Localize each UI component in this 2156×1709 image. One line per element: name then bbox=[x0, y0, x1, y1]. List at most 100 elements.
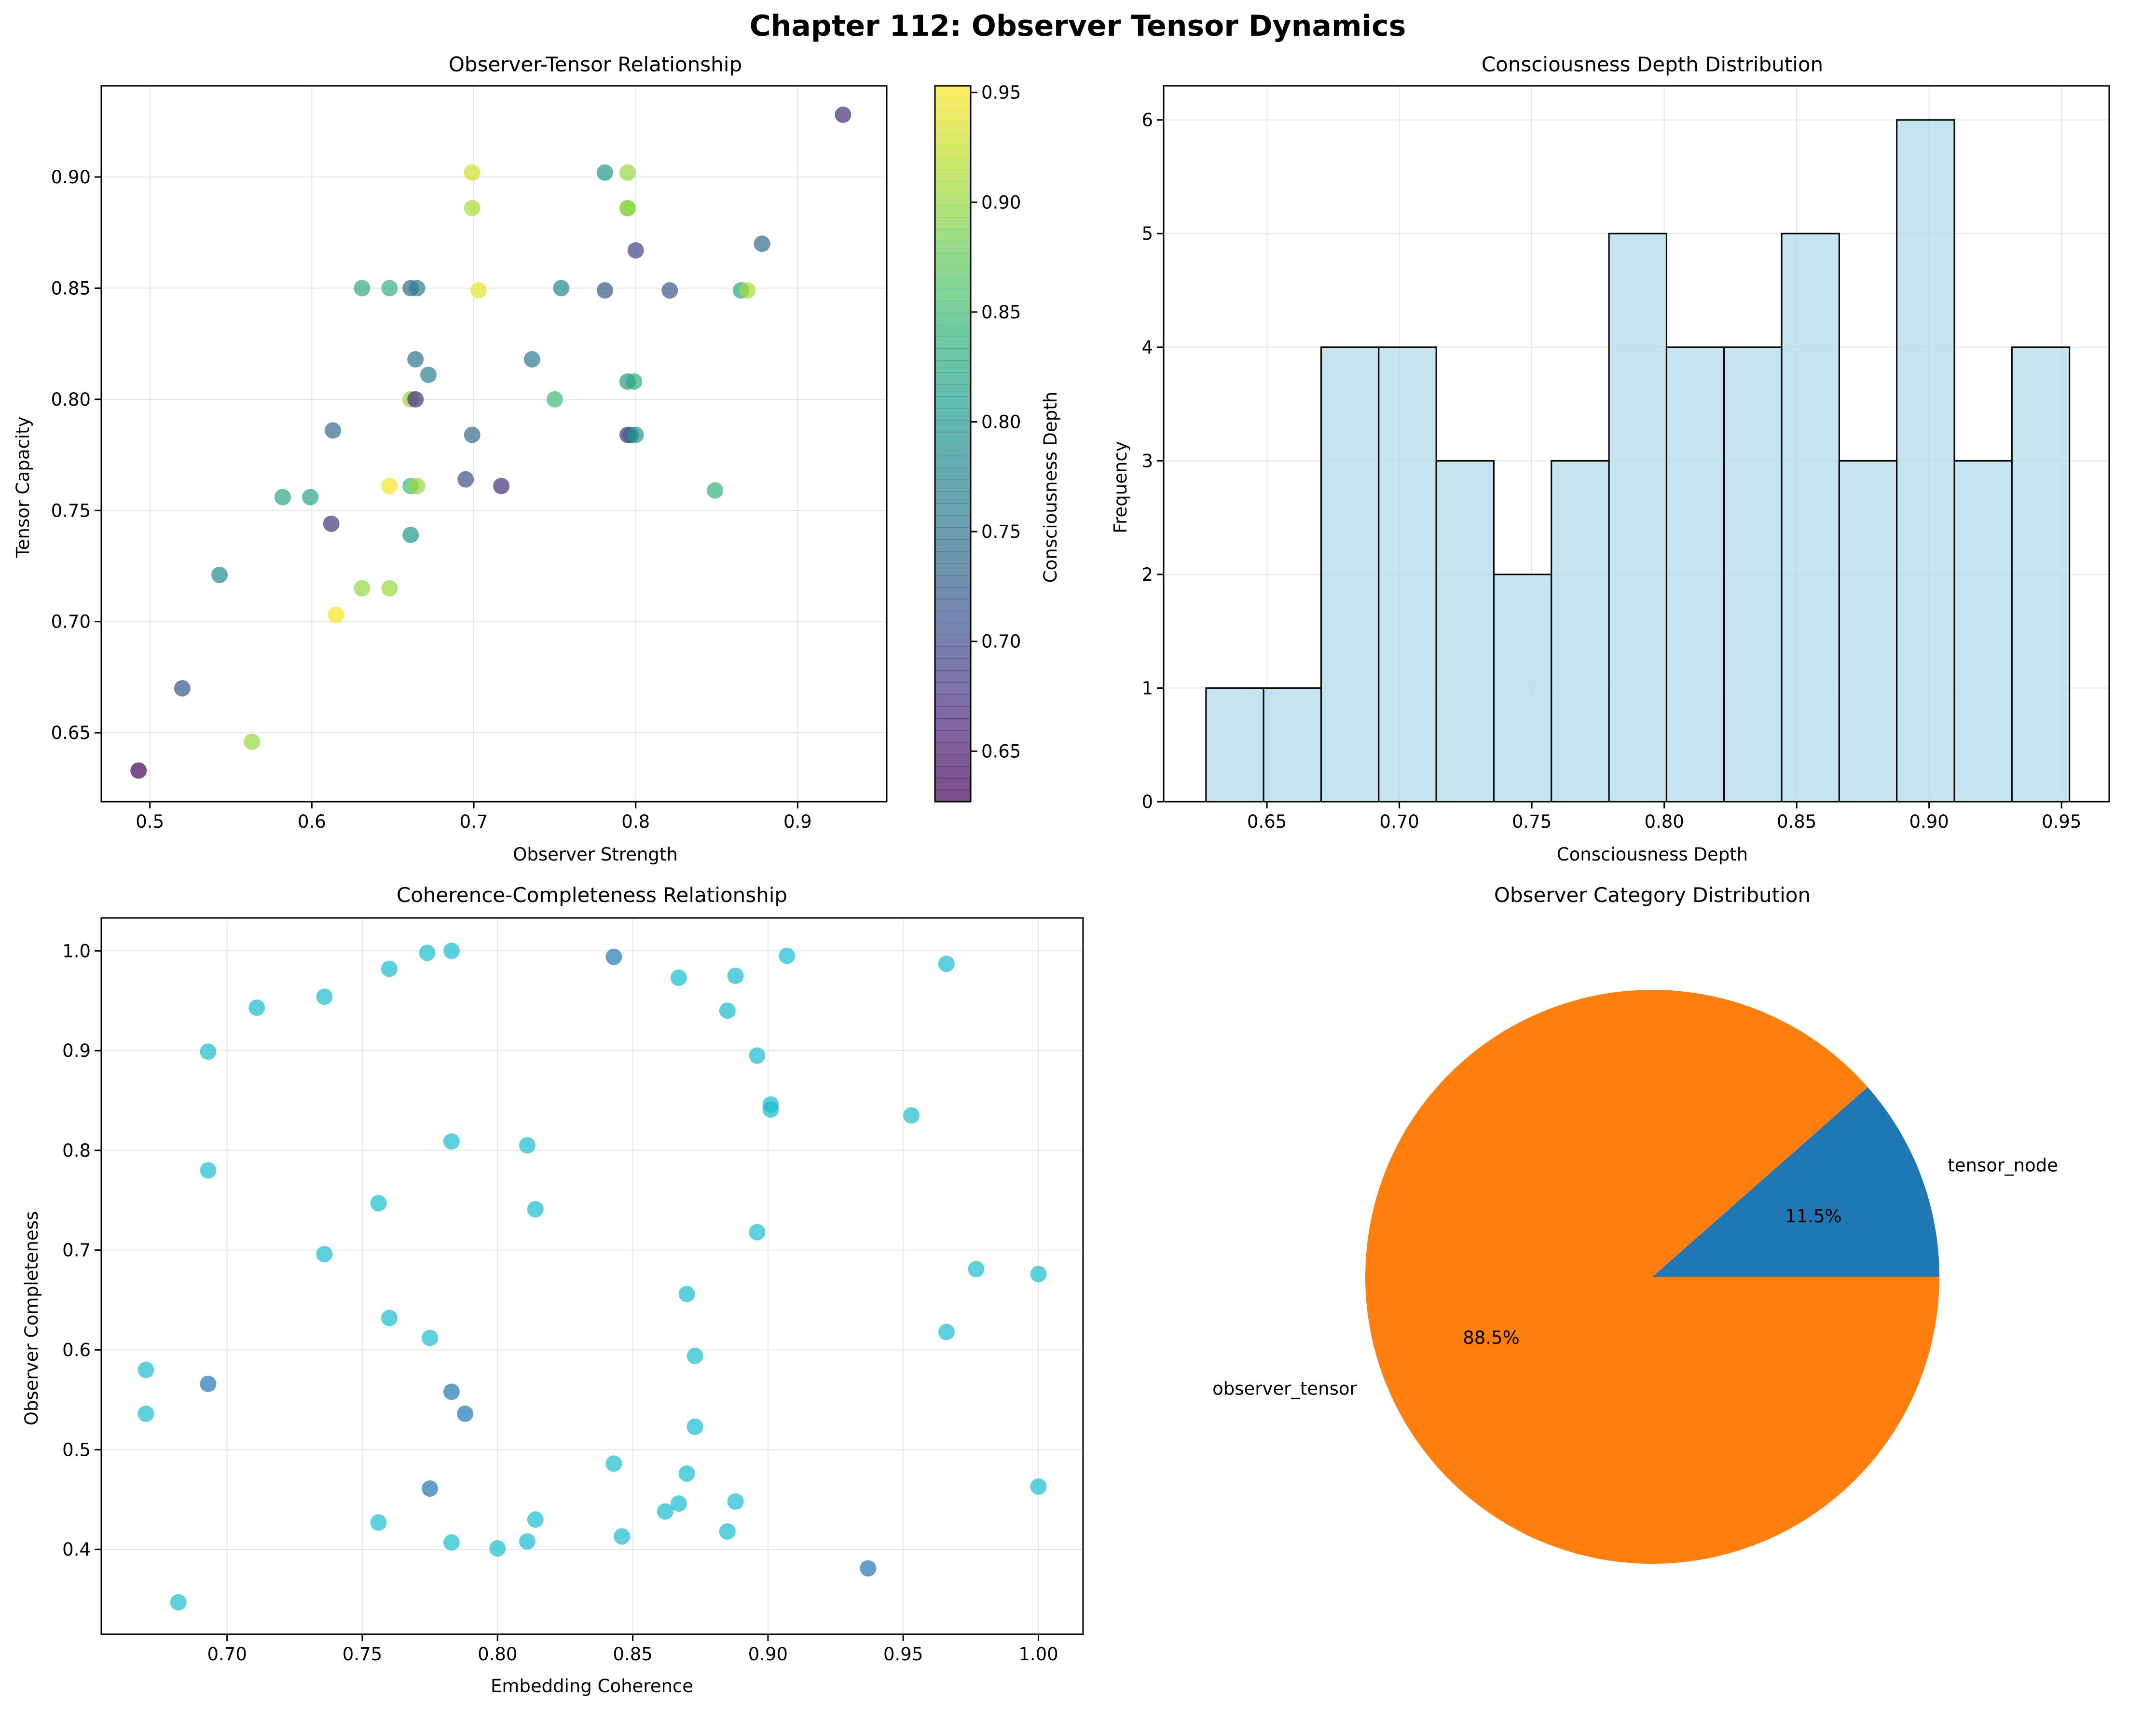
p1-point bbox=[464, 164, 481, 181]
p1-colorbar-segment bbox=[935, 312, 971, 325]
p4-slice-observer_tensor bbox=[1365, 990, 1939, 1564]
p1-colorbar-segment bbox=[935, 169, 971, 182]
p1-colorbar-segment bbox=[935, 288, 971, 301]
p1-ytick-label: 0.80 bbox=[51, 389, 91, 410]
p3-point bbox=[614, 1528, 631, 1545]
p1-colorbar-segment bbox=[935, 348, 971, 361]
p1-ytick-label: 0.65 bbox=[51, 723, 91, 743]
p3-point bbox=[457, 1405, 474, 1422]
p3-point bbox=[678, 1465, 695, 1482]
depth-histogram-panel: Consciousness Depth Distribution Conscio… bbox=[1110, 53, 2110, 865]
p3-xtick-label: 0.80 bbox=[478, 1644, 517, 1665]
p3-ytick-label: 0.7 bbox=[62, 1240, 91, 1261]
p3-ytick-label: 1.0 bbox=[62, 941, 91, 961]
p1-colorbar-segment bbox=[935, 670, 971, 683]
p3-point bbox=[968, 1261, 985, 1278]
p1-colorbar-segment bbox=[935, 754, 971, 766]
p3-ytick-label: 0.6 bbox=[62, 1340, 91, 1361]
p1-colorbar-segment bbox=[935, 384, 971, 397]
p3-point bbox=[779, 947, 796, 964]
p1-ylabel: Tensor Capacity bbox=[13, 416, 33, 558]
p1-point bbox=[493, 478, 510, 494]
p1-colorbar-segment bbox=[935, 109, 971, 123]
p1-colorbar-segment bbox=[935, 503, 971, 516]
p1-ytick-label: 0.70 bbox=[51, 612, 91, 632]
p3-point bbox=[170, 1594, 187, 1611]
p1-point bbox=[302, 489, 319, 506]
p1-point bbox=[464, 200, 481, 217]
p1-point bbox=[464, 426, 481, 443]
p1-colorbar-segment bbox=[935, 301, 971, 313]
p3-point bbox=[381, 1310, 398, 1326]
p1-colorbar-tick-label: 0.95 bbox=[981, 82, 1021, 103]
p2-bar bbox=[1838, 460, 1898, 803]
p1-point bbox=[354, 580, 371, 597]
p3-point bbox=[200, 1162, 217, 1179]
p2-ytick-label: 1 bbox=[1141, 678, 1153, 698]
p1-colorbar-segment bbox=[935, 133, 971, 146]
p1-colorbar-tick-label: 0.70 bbox=[981, 631, 1021, 652]
p2-bar bbox=[1263, 687, 1322, 803]
p3-point bbox=[1030, 1478, 1047, 1495]
p1-colorbar-segment bbox=[935, 241, 971, 254]
p3-xlabel: Embedding Coherence bbox=[491, 1676, 693, 1696]
p1-point bbox=[381, 478, 398, 494]
p2-ytick-label: 0 bbox=[1141, 792, 1153, 812]
p1-point bbox=[407, 351, 424, 368]
p3-point bbox=[727, 967, 744, 984]
p3-point bbox=[316, 1245, 333, 1262]
p3-point bbox=[687, 1347, 703, 1364]
p2-frame bbox=[1163, 85, 2110, 803]
p3-point bbox=[527, 1511, 544, 1528]
p1-colorbar-segment bbox=[935, 324, 971, 337]
p1-colorbar-segment bbox=[935, 360, 971, 373]
p3-point bbox=[727, 1493, 744, 1510]
p1-point bbox=[523, 351, 540, 368]
p3-point bbox=[200, 1043, 217, 1060]
p2-bar bbox=[1320, 346, 1380, 803]
p3-point bbox=[762, 1101, 779, 1118]
p1-colorbar-segment bbox=[935, 563, 971, 576]
p1-colorbar-segment bbox=[935, 276, 971, 289]
coherence-completeness-panel: Coherence-Completeness Relationship Embe… bbox=[21, 883, 1084, 1696]
p1-point bbox=[130, 762, 147, 779]
p1-colorbar-segment bbox=[935, 778, 971, 791]
p1-colorbar: 0.65 0.70 0.75 0.80 0.85 0.90 0.95 bbox=[934, 82, 1021, 803]
p1-colorbar-segment bbox=[935, 396, 971, 409]
p2-ytick-label: 5 bbox=[1141, 223, 1153, 244]
p2-ylabel: Frequency bbox=[1110, 441, 1131, 533]
p3-ytick-label: 0.5 bbox=[62, 1439, 91, 1460]
p2-bar bbox=[1781, 232, 1840, 803]
p1-colorbar-segment bbox=[935, 455, 971, 468]
p1-point bbox=[420, 367, 437, 383]
p1-point bbox=[707, 482, 724, 499]
p2-bar bbox=[1665, 346, 1725, 803]
p1-point bbox=[546, 391, 563, 408]
p1-colorbar-tick-label: 0.90 bbox=[981, 192, 1021, 213]
p3-points bbox=[137, 943, 1047, 1611]
p1-point bbox=[627, 242, 644, 259]
p1-points bbox=[130, 106, 851, 779]
p2-bars bbox=[1205, 119, 2071, 803]
p1-colorbar-segment bbox=[935, 408, 971, 421]
p3-point bbox=[719, 1523, 736, 1540]
p2-axes: 0.65 0.70 0.75 0.80 0.85 0.90 0.95 0 1 2 3 4 5 6 bbox=[1141, 85, 2110, 832]
p1-point bbox=[619, 164, 636, 181]
p2-bar bbox=[1608, 232, 1667, 803]
p3-axes: 0.70 0.75 0.80 0.85 0.90 0.95 1.00 0.4 0.5 0.6 0.7… bbox=[62, 917, 1084, 1665]
p1-colorbar-segment bbox=[935, 515, 971, 528]
p1-grid bbox=[101, 86, 887, 802]
p1-colorbar-segment bbox=[935, 599, 971, 612]
p2-bar bbox=[1205, 687, 1264, 803]
p1-point bbox=[174, 680, 191, 697]
p2-xtick-label: 0.90 bbox=[1909, 811, 1949, 832]
p3-point bbox=[381, 960, 398, 977]
p2-bar bbox=[1723, 346, 1783, 803]
p1-point bbox=[596, 164, 613, 181]
p3-point bbox=[422, 1329, 439, 1346]
p1-ytick-label: 0.85 bbox=[51, 278, 91, 299]
p1-point bbox=[627, 426, 644, 443]
p1-point bbox=[244, 733, 261, 750]
p1-colorbar-segment bbox=[935, 432, 971, 444]
p1-colorbar-segment bbox=[935, 157, 971, 170]
